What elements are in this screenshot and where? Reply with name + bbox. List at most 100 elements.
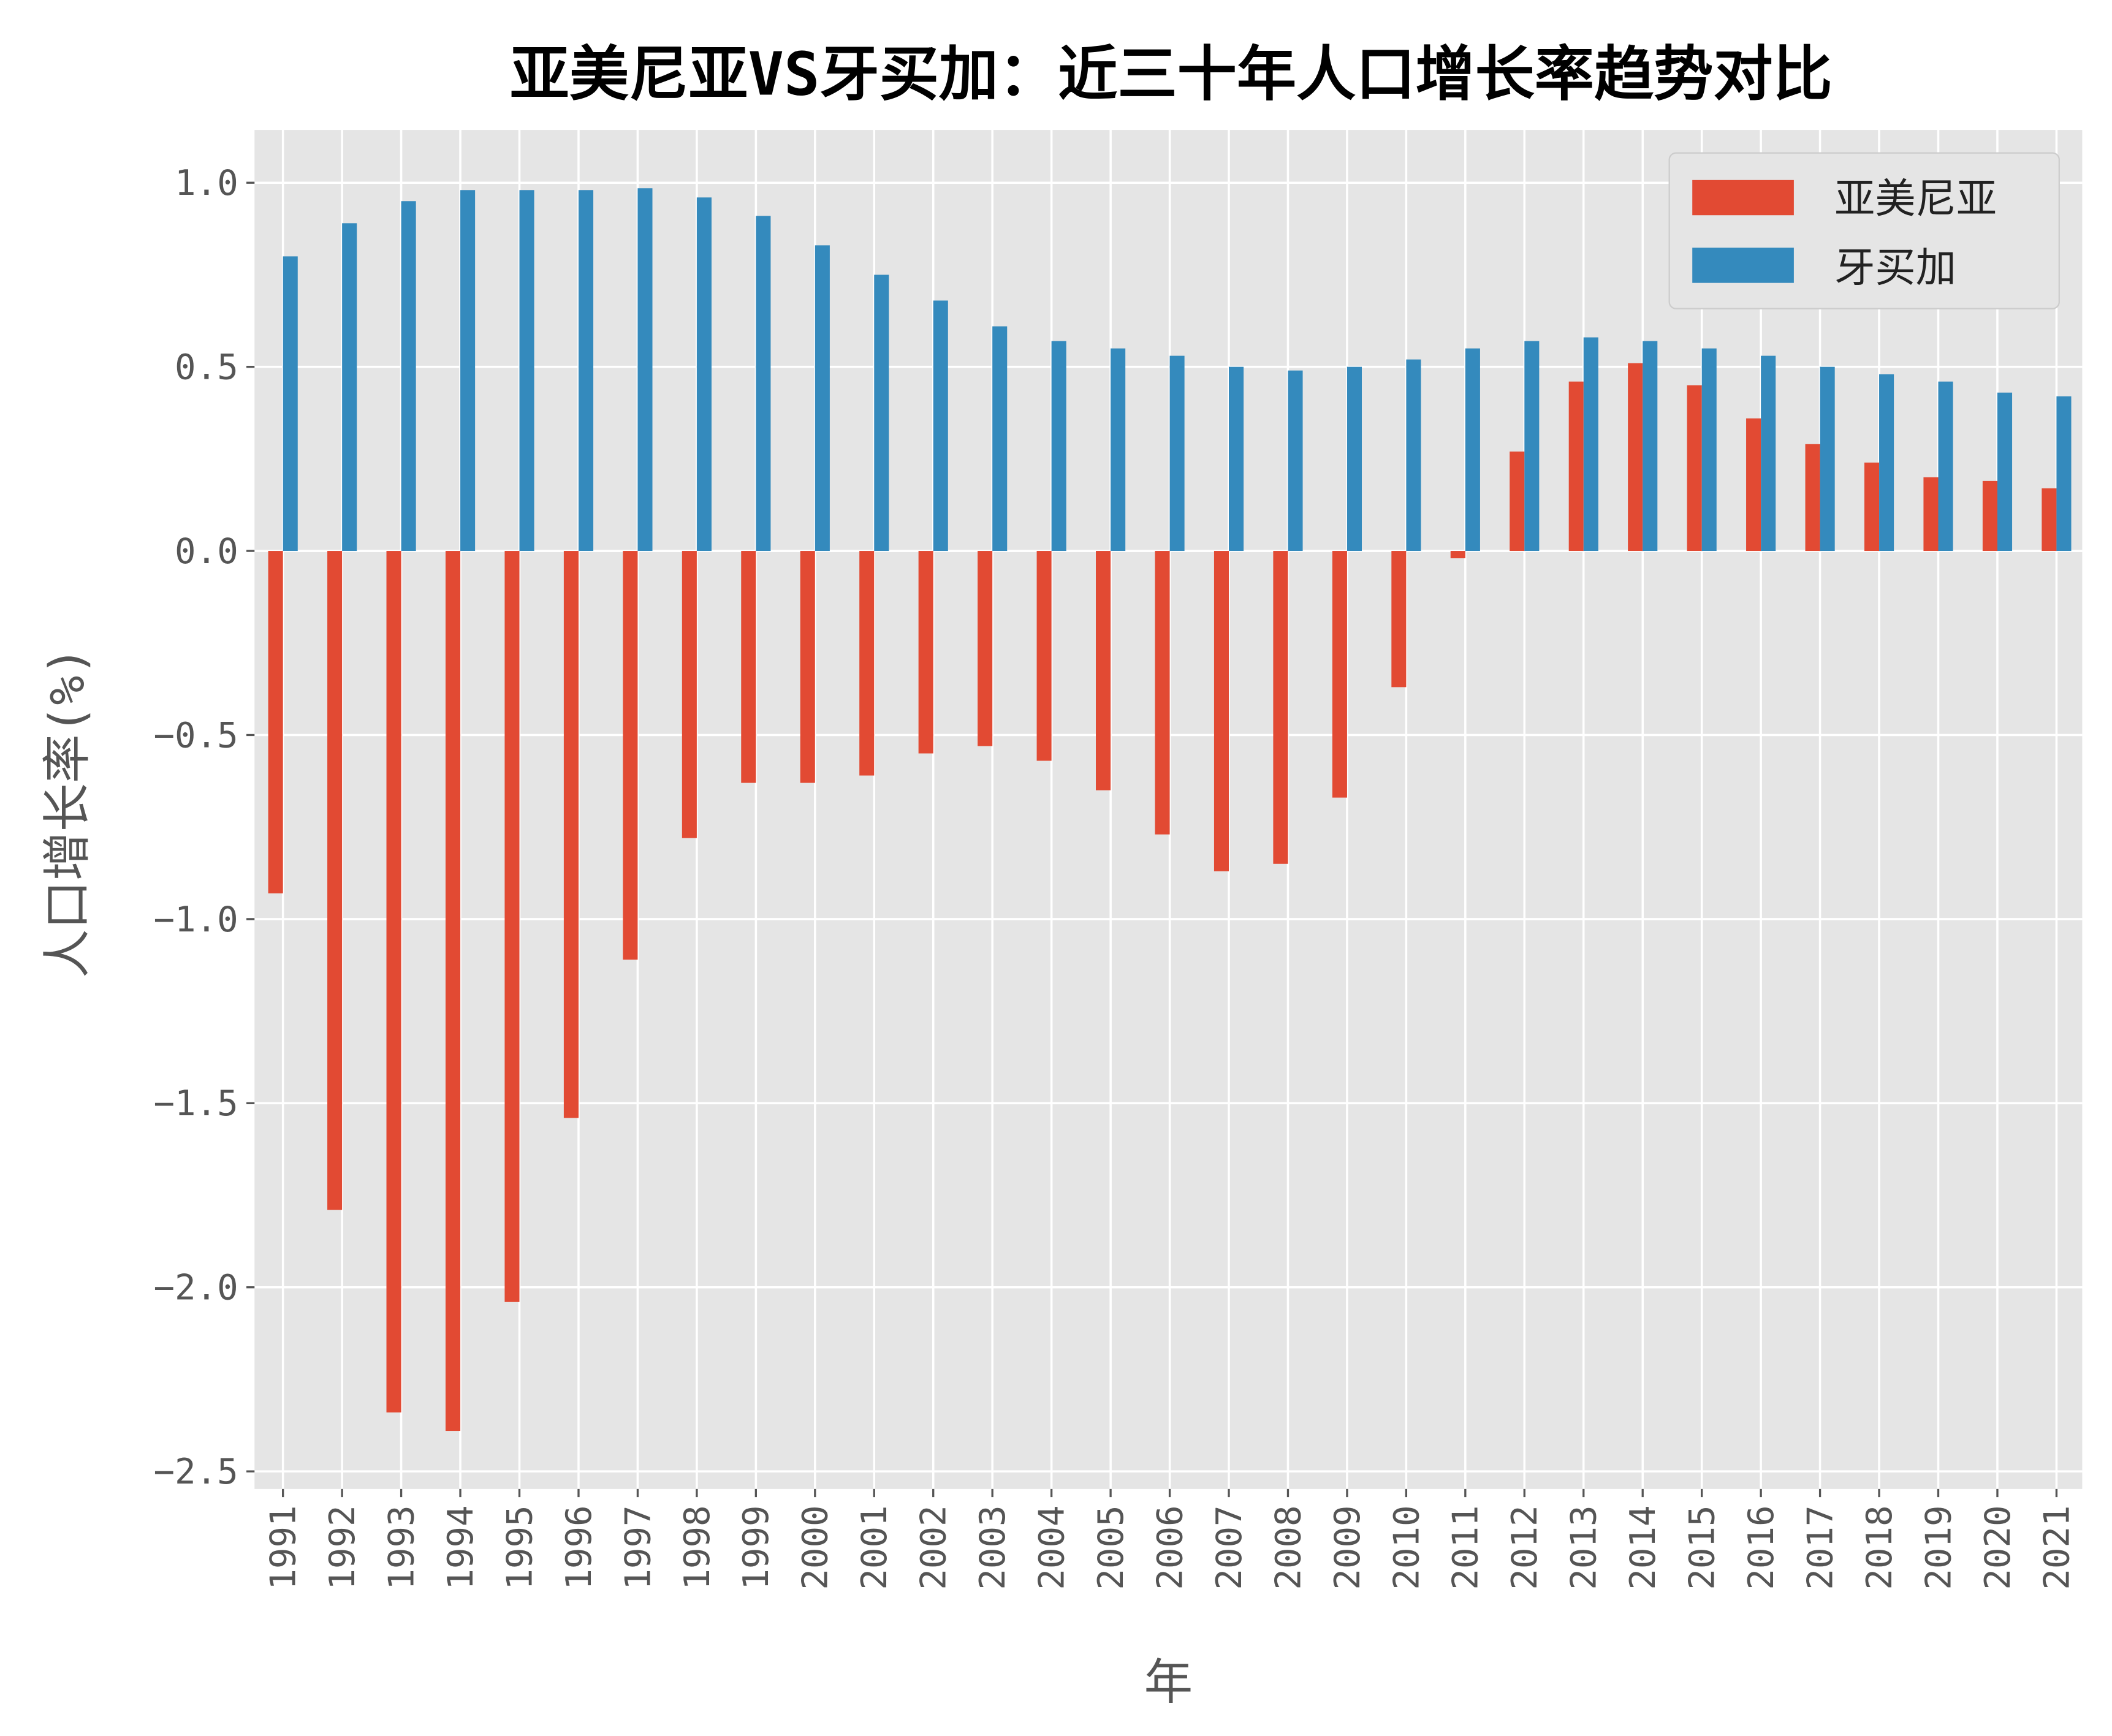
bar-jamaica-2004 [1051,341,1066,552]
x-tick-label: 1995 [499,1505,540,1590]
y-tick-label: 0.5 [175,347,238,388]
bar-jamaica-2016 [1761,355,1776,552]
x-tick-label: 1994 [440,1505,481,1590]
x-tick-label: 1993 [381,1505,422,1590]
x-tick-label: 2015 [1682,1505,1723,1590]
x-tick-label: 2011 [1445,1505,1486,1590]
x-axis-label: 年 [1144,1653,1193,1710]
legend-swatch-armenia [1692,180,1794,216]
bar-armenia-2004 [1036,551,1052,761]
x-axis: 1991 1992 1993 1994 1995 1996 1997 1998 1999 2000… [263,1488,2077,1590]
bar-armenia-2015 [1687,385,1702,552]
bar-armenia-2011 [1450,551,1465,559]
y-tick-label: 0.0 [175,531,238,572]
bar-jamaica-1999 [756,216,771,552]
bar-armenia-1999 [741,551,756,783]
bar-jamaica-1996 [578,190,594,552]
x-tick-label: 1992 [322,1505,363,1590]
bar-jamaica-2009 [1347,366,1362,552]
x-tick-label: 1997 [617,1505,658,1590]
bar-armenia-1996 [563,551,579,1118]
bar-jamaica-1994 [460,190,476,552]
y-axis: 1.0 0.5 0.0 −0.5 −1.0 −1.5 −2.0 −2.5 [153,162,255,1492]
bar-jamaica-2005 [1111,348,1126,552]
bar-jamaica-2001 [874,275,889,552]
legend-label-armenia: 亚美尼亚 [1834,175,1997,222]
legend-swatch-jamaica [1692,248,1794,283]
bar-jamaica-2002 [933,300,948,552]
x-tick-label: 2000 [795,1505,836,1590]
bar-jamaica-2017 [1820,366,1835,552]
bar-armenia-2002 [918,551,933,754]
bar-armenia-2007 [1214,551,1229,871]
x-tick-label: 1999 [735,1505,777,1590]
bar-jamaica-2014 [1643,341,1658,552]
x-tick-label: 2017 [1799,1505,1840,1590]
bar-jamaica-2013 [1583,337,1598,552]
bar-jamaica-1995 [519,190,534,552]
bar-armenia-2018 [1864,462,1880,552]
x-tick-label: 2002 [913,1505,954,1590]
bar-armenia-1997 [623,551,638,960]
bar-armenia-2009 [1332,551,1347,798]
x-tick-label: 1996 [558,1505,599,1590]
bar-armenia-2013 [1568,381,1584,552]
y-tick-label: −1.5 [153,1083,238,1124]
bars [268,188,2072,1431]
bar-jamaica-2021 [2056,396,2072,552]
x-tick-label: 2018 [1859,1505,1900,1590]
x-tick-label: 2008 [1267,1505,1309,1590]
bar-jamaica-2015 [1701,348,1717,552]
y-axis-label: 人口增长率(%) [39,646,96,978]
bar-armenia-2021 [2042,488,2057,552]
bar-armenia-2001 [859,551,875,776]
bar-jamaica-1991 [283,256,298,552]
bar-armenia-1992 [327,551,343,1210]
bar-armenia-1994 [445,551,461,1431]
x-tick-label: 2021 [2036,1505,2077,1590]
bar-armenia-2010 [1391,551,1407,688]
bar-jamaica-1992 [342,223,357,552]
bar-jamaica-2020 [1997,392,2013,552]
bar-armenia-2003 [978,551,993,746]
bar-armenia-2000 [800,551,815,783]
bar-armenia-2016 [1746,418,1761,552]
bar-armenia-2008 [1273,551,1288,864]
x-tick-label: 2013 [1563,1505,1605,1590]
y-tick-label: −2.0 [153,1267,238,1308]
x-tick-label: 2007 [1209,1505,1250,1590]
bar-armenia-2012 [1510,451,1525,552]
bar-jamaica-1993 [401,201,416,552]
x-tick-label: 2010 [1386,1505,1427,1590]
bar-armenia-2006 [1155,551,1170,835]
legend: 亚美尼亚 牙买加 [1668,152,2060,309]
x-tick-label: 2006 [1149,1505,1190,1590]
bar-jamaica-2010 [1406,359,1421,552]
bar-armenia-1991 [268,551,283,893]
bar-armenia-2005 [1096,551,1111,790]
chart-title: 亚美尼亚VS牙买加：近三十年人口增长率趋势对比 [510,40,1833,109]
bar-jamaica-2007 [1229,366,1244,552]
x-tick-label: 2020 [1977,1505,2018,1590]
x-tick-label: 2001 [854,1505,895,1590]
bar-armenia-2020 [1982,480,1997,552]
bar-armenia-2017 [1805,444,1820,552]
x-tick-label: 2012 [1504,1505,1545,1590]
bar-jamaica-2008 [1288,370,1303,552]
x-tick-label: 2019 [1918,1505,1959,1590]
y-tick-label: −1.0 [153,899,238,940]
bar-armenia-1995 [504,551,520,1302]
x-tick-label: 1998 [677,1505,718,1590]
x-tick-label: 2009 [1327,1505,1368,1590]
y-tick-label: 1.0 [175,162,238,203]
x-tick-label: 2003 [972,1505,1013,1590]
bar-jamaica-2019 [1938,381,1953,552]
legend-label-jamaica: 牙买加 [1834,243,1956,291]
bar-jamaica-2012 [1524,341,1540,552]
bar-jamaica-2011 [1465,348,1480,552]
bar-jamaica-2006 [1169,355,1185,552]
bar-jamaica-2003 [992,326,1008,552]
bar-armenia-1998 [682,551,697,838]
x-tick-label: 2014 [1622,1505,1663,1590]
